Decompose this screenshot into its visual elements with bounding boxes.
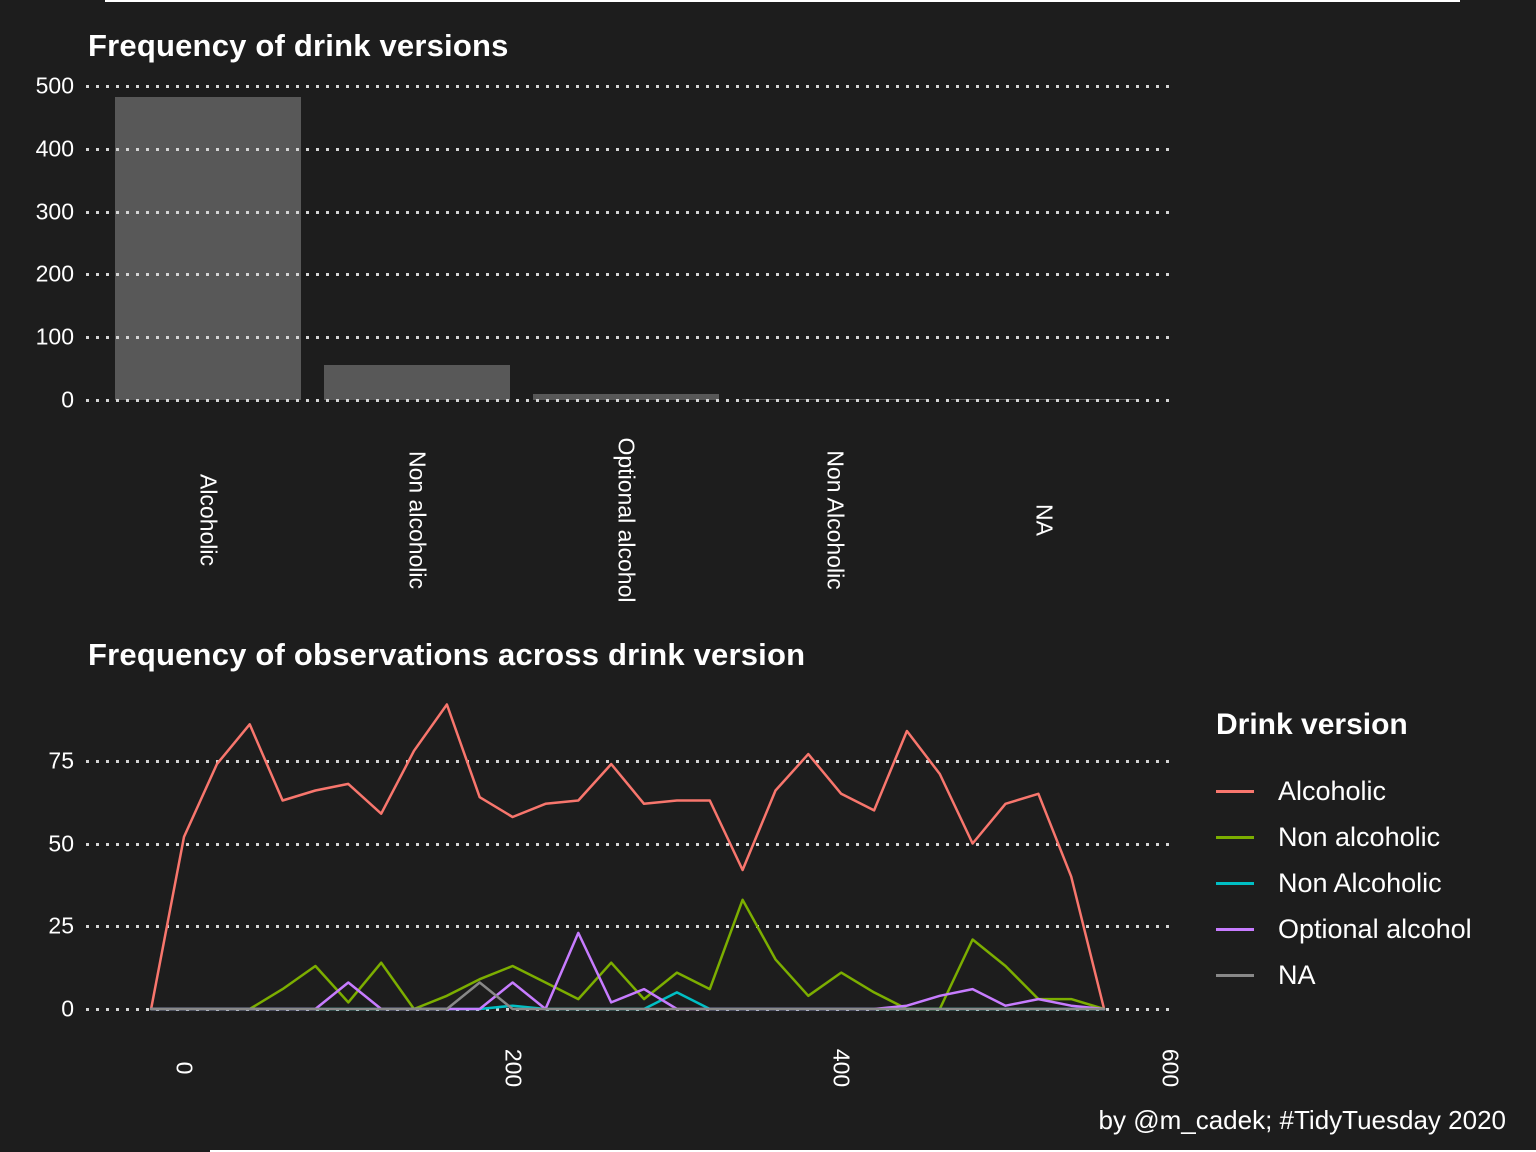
- legend-key-non-alcoholic: [1216, 835, 1254, 839]
- legend-item-na: NA: [1216, 952, 1472, 998]
- gridline-y300: [86, 210, 1174, 214]
- bar-ytick-300: 300: [35, 198, 74, 225]
- legend-label-non-alcoholic: Non Alcoholic: [1278, 867, 1442, 898]
- line-ytick-50: 50: [48, 830, 74, 856]
- line-gridline-y50: [86, 842, 1174, 846]
- line-chart-title: Frequency of observations across drink v…: [88, 637, 806, 672]
- series-line-na: [149, 981, 1106, 1011]
- line-ytick-0: 0: [61, 995, 74, 1022]
- legend-key-non-alcoholic: [1216, 881, 1254, 885]
- legend-label-alcoholic: Alcoholic: [1278, 775, 1387, 806]
- gridline-y200: [86, 273, 1174, 277]
- bar-ytick-100: 100: [35, 323, 74, 350]
- caption: by @m_cadek; #TidyTuesday 2020: [1098, 1105, 1506, 1135]
- line-xtick-400: 400: [828, 1048, 855, 1088]
- line-gridline-y75: [86, 759, 1174, 763]
- bar-xtick-non-alcoholic: Non alcoholic: [404, 450, 431, 590]
- line-xtick-600: 600: [1157, 1048, 1184, 1088]
- bar-alcoholic: [115, 96, 301, 400]
- legend-label-optional-alcohol: Optional alcohol: [1278, 913, 1472, 944]
- gridline-y0: [86, 399, 1174, 402]
- gridline-y400: [86, 147, 1174, 151]
- bar-xtick-na: NA: [1031, 504, 1058, 536]
- line-gridline-y25: [86, 925, 1174, 929]
- bar-xtick-non-alcoholic: Non Alcoholic: [822, 450, 849, 590]
- gridline-y100: [86, 336, 1174, 340]
- legend-title: Drink version: [1216, 708, 1408, 741]
- series-line-optional-alcohol: [149, 931, 1106, 1011]
- bar-ytick-200: 200: [35, 260, 74, 287]
- bar-xtick-optional-alcohol: Optional alcohol: [613, 437, 640, 603]
- legend-items: Alcoholic Non alcoholic Non Alcoholic Optio…: [1216, 768, 1472, 998]
- legend-item-alcoholic: Alcoholic: [1216, 768, 1472, 814]
- bar-non-alcoholic: [324, 364, 510, 400]
- line-ytick-75: 75: [48, 747, 74, 774]
- legend-key-alcoholic: [1216, 789, 1254, 793]
- line-xtick-0: 0: [171, 1061, 198, 1075]
- bar-xtick-alcoholic: Alcoholic: [195, 473, 222, 567]
- bottom-edge-line: [210, 1150, 1536, 1152]
- line-ytick-25: 25: [48, 912, 74, 939]
- bar-ytick-0: 0: [61, 386, 74, 413]
- gridline-y500: [86, 85, 1174, 88]
- series-line-alcoholic: [149, 703, 1106, 1011]
- legend-item-non-alcoholic: Non alcoholic: [1216, 814, 1472, 860]
- legend-key-optional-alcohol: [1216, 927, 1254, 931]
- bar-optional-alcohol: [533, 394, 719, 400]
- legend-label-non-alcoholic: Non alcoholic: [1278, 821, 1441, 852]
- legend-label-na: NA: [1278, 959, 1316, 990]
- top-edge-line: [105, 0, 1460, 2]
- legend-item-non-alcoholic: Non Alcoholic: [1216, 860, 1472, 906]
- legend: Drink version Alcoholic Non alcoholic Non …: [1216, 708, 1472, 998]
- bar-ytick-400: 400: [35, 135, 74, 162]
- line-xtick-200: 200: [500, 1048, 527, 1088]
- legend-key-na: [1216, 973, 1254, 977]
- legend-item-optional-alcohol: Optional alcohol: [1216, 906, 1472, 952]
- series-line-non-alcoholic: [149, 898, 1106, 1011]
- line-chart-svg: [149, 703, 1106, 1011]
- bar-ytick-500: 500: [35, 72, 74, 99]
- bar-chart-title: Frequency of drink versions: [88, 28, 509, 63]
